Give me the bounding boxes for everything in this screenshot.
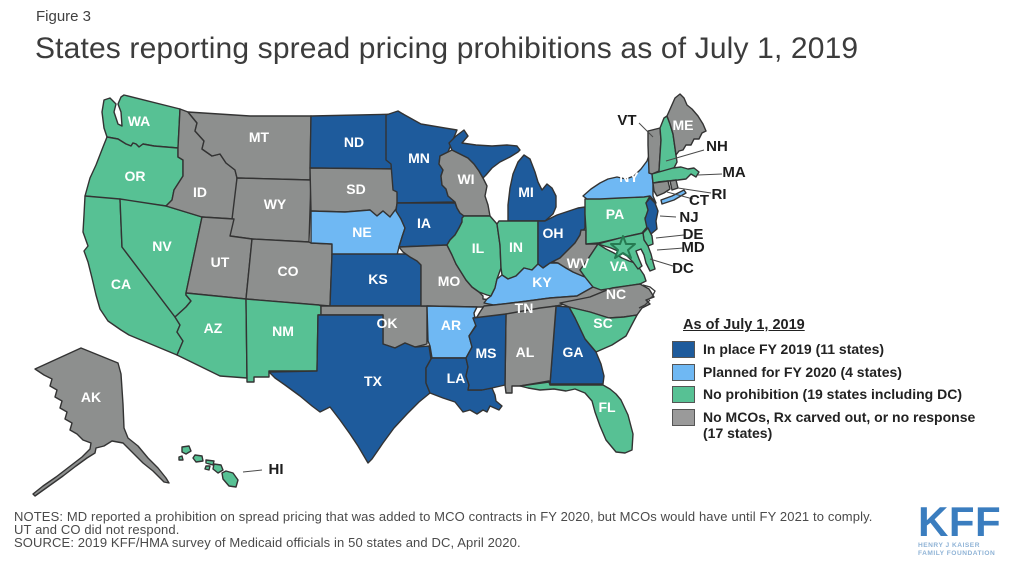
svg-text:IN: IN — [509, 239, 523, 255]
svg-text:HI: HI — [269, 461, 284, 478]
svg-text:RI: RI — [712, 186, 727, 203]
svg-text:MN: MN — [408, 150, 430, 166]
svg-text:AZ: AZ — [204, 320, 223, 336]
svg-text:AL: AL — [516, 344, 535, 360]
svg-text:MS: MS — [476, 345, 497, 361]
svg-text:TX: TX — [364, 373, 383, 389]
svg-text:CO: CO — [278, 263, 299, 279]
svg-text:AK: AK — [81, 389, 101, 405]
svg-text:MT: MT — [249, 129, 270, 145]
svg-text:TN: TN — [515, 300, 534, 316]
svg-text:IL: IL — [472, 240, 485, 256]
svg-text:OR: OR — [125, 168, 146, 184]
svg-text:WA: WA — [128, 113, 151, 129]
svg-text:ME: ME — [673, 117, 694, 133]
svg-text:KS: KS — [368, 271, 387, 287]
svg-text:ID: ID — [193, 184, 207, 200]
svg-text:NM: NM — [272, 323, 294, 339]
svg-text:FL: FL — [598, 399, 616, 415]
svg-text:MA: MA — [722, 164, 745, 181]
svg-text:MD: MD — [681, 239, 704, 256]
svg-text:SD: SD — [346, 181, 365, 197]
svg-text:OH: OH — [543, 225, 564, 241]
svg-text:AR: AR — [441, 317, 461, 333]
svg-text:NJ: NJ — [679, 209, 698, 226]
svg-text:SC: SC — [593, 315, 612, 331]
svg-text:NE: NE — [352, 224, 371, 240]
svg-text:CT: CT — [689, 192, 709, 209]
svg-text:OK: OK — [377, 315, 398, 331]
svg-text:VA: VA — [610, 258, 628, 274]
svg-text:NC: NC — [606, 286, 626, 302]
svg-text:MI: MI — [518, 184, 534, 200]
svg-text:NV: NV — [152, 238, 172, 254]
svg-text:LA: LA — [447, 370, 466, 386]
svg-text:NH: NH — [706, 138, 728, 155]
svg-text:DC: DC — [672, 260, 694, 277]
svg-text:GA: GA — [563, 344, 584, 360]
svg-text:NY: NY — [619, 169, 639, 185]
svg-text:VT: VT — [617, 112, 636, 129]
svg-text:KY: KY — [532, 274, 552, 290]
svg-text:MO: MO — [438, 273, 461, 289]
svg-text:DE: DE — [683, 226, 704, 243]
svg-text:WI: WI — [457, 171, 474, 187]
svg-text:PA: PA — [606, 206, 624, 222]
svg-text:IA: IA — [417, 215, 431, 231]
svg-text:CA: CA — [111, 276, 131, 292]
svg-text:WY: WY — [264, 196, 287, 212]
svg-text:ND: ND — [344, 134, 364, 150]
svg-text:WV: WV — [567, 255, 590, 271]
svg-text:UT: UT — [211, 254, 230, 270]
